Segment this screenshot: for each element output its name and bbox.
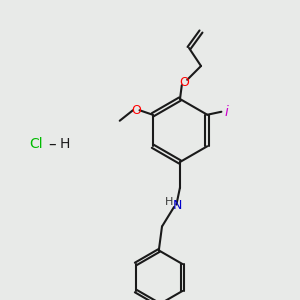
Text: H: H — [59, 137, 70, 151]
Text: –: – — [49, 136, 56, 152]
Text: i: i — [225, 105, 229, 119]
Text: H: H — [164, 196, 173, 207]
Text: Cl: Cl — [29, 137, 43, 151]
Text: N: N — [173, 199, 183, 212]
Text: O: O — [131, 104, 141, 117]
Text: O: O — [180, 76, 189, 89]
